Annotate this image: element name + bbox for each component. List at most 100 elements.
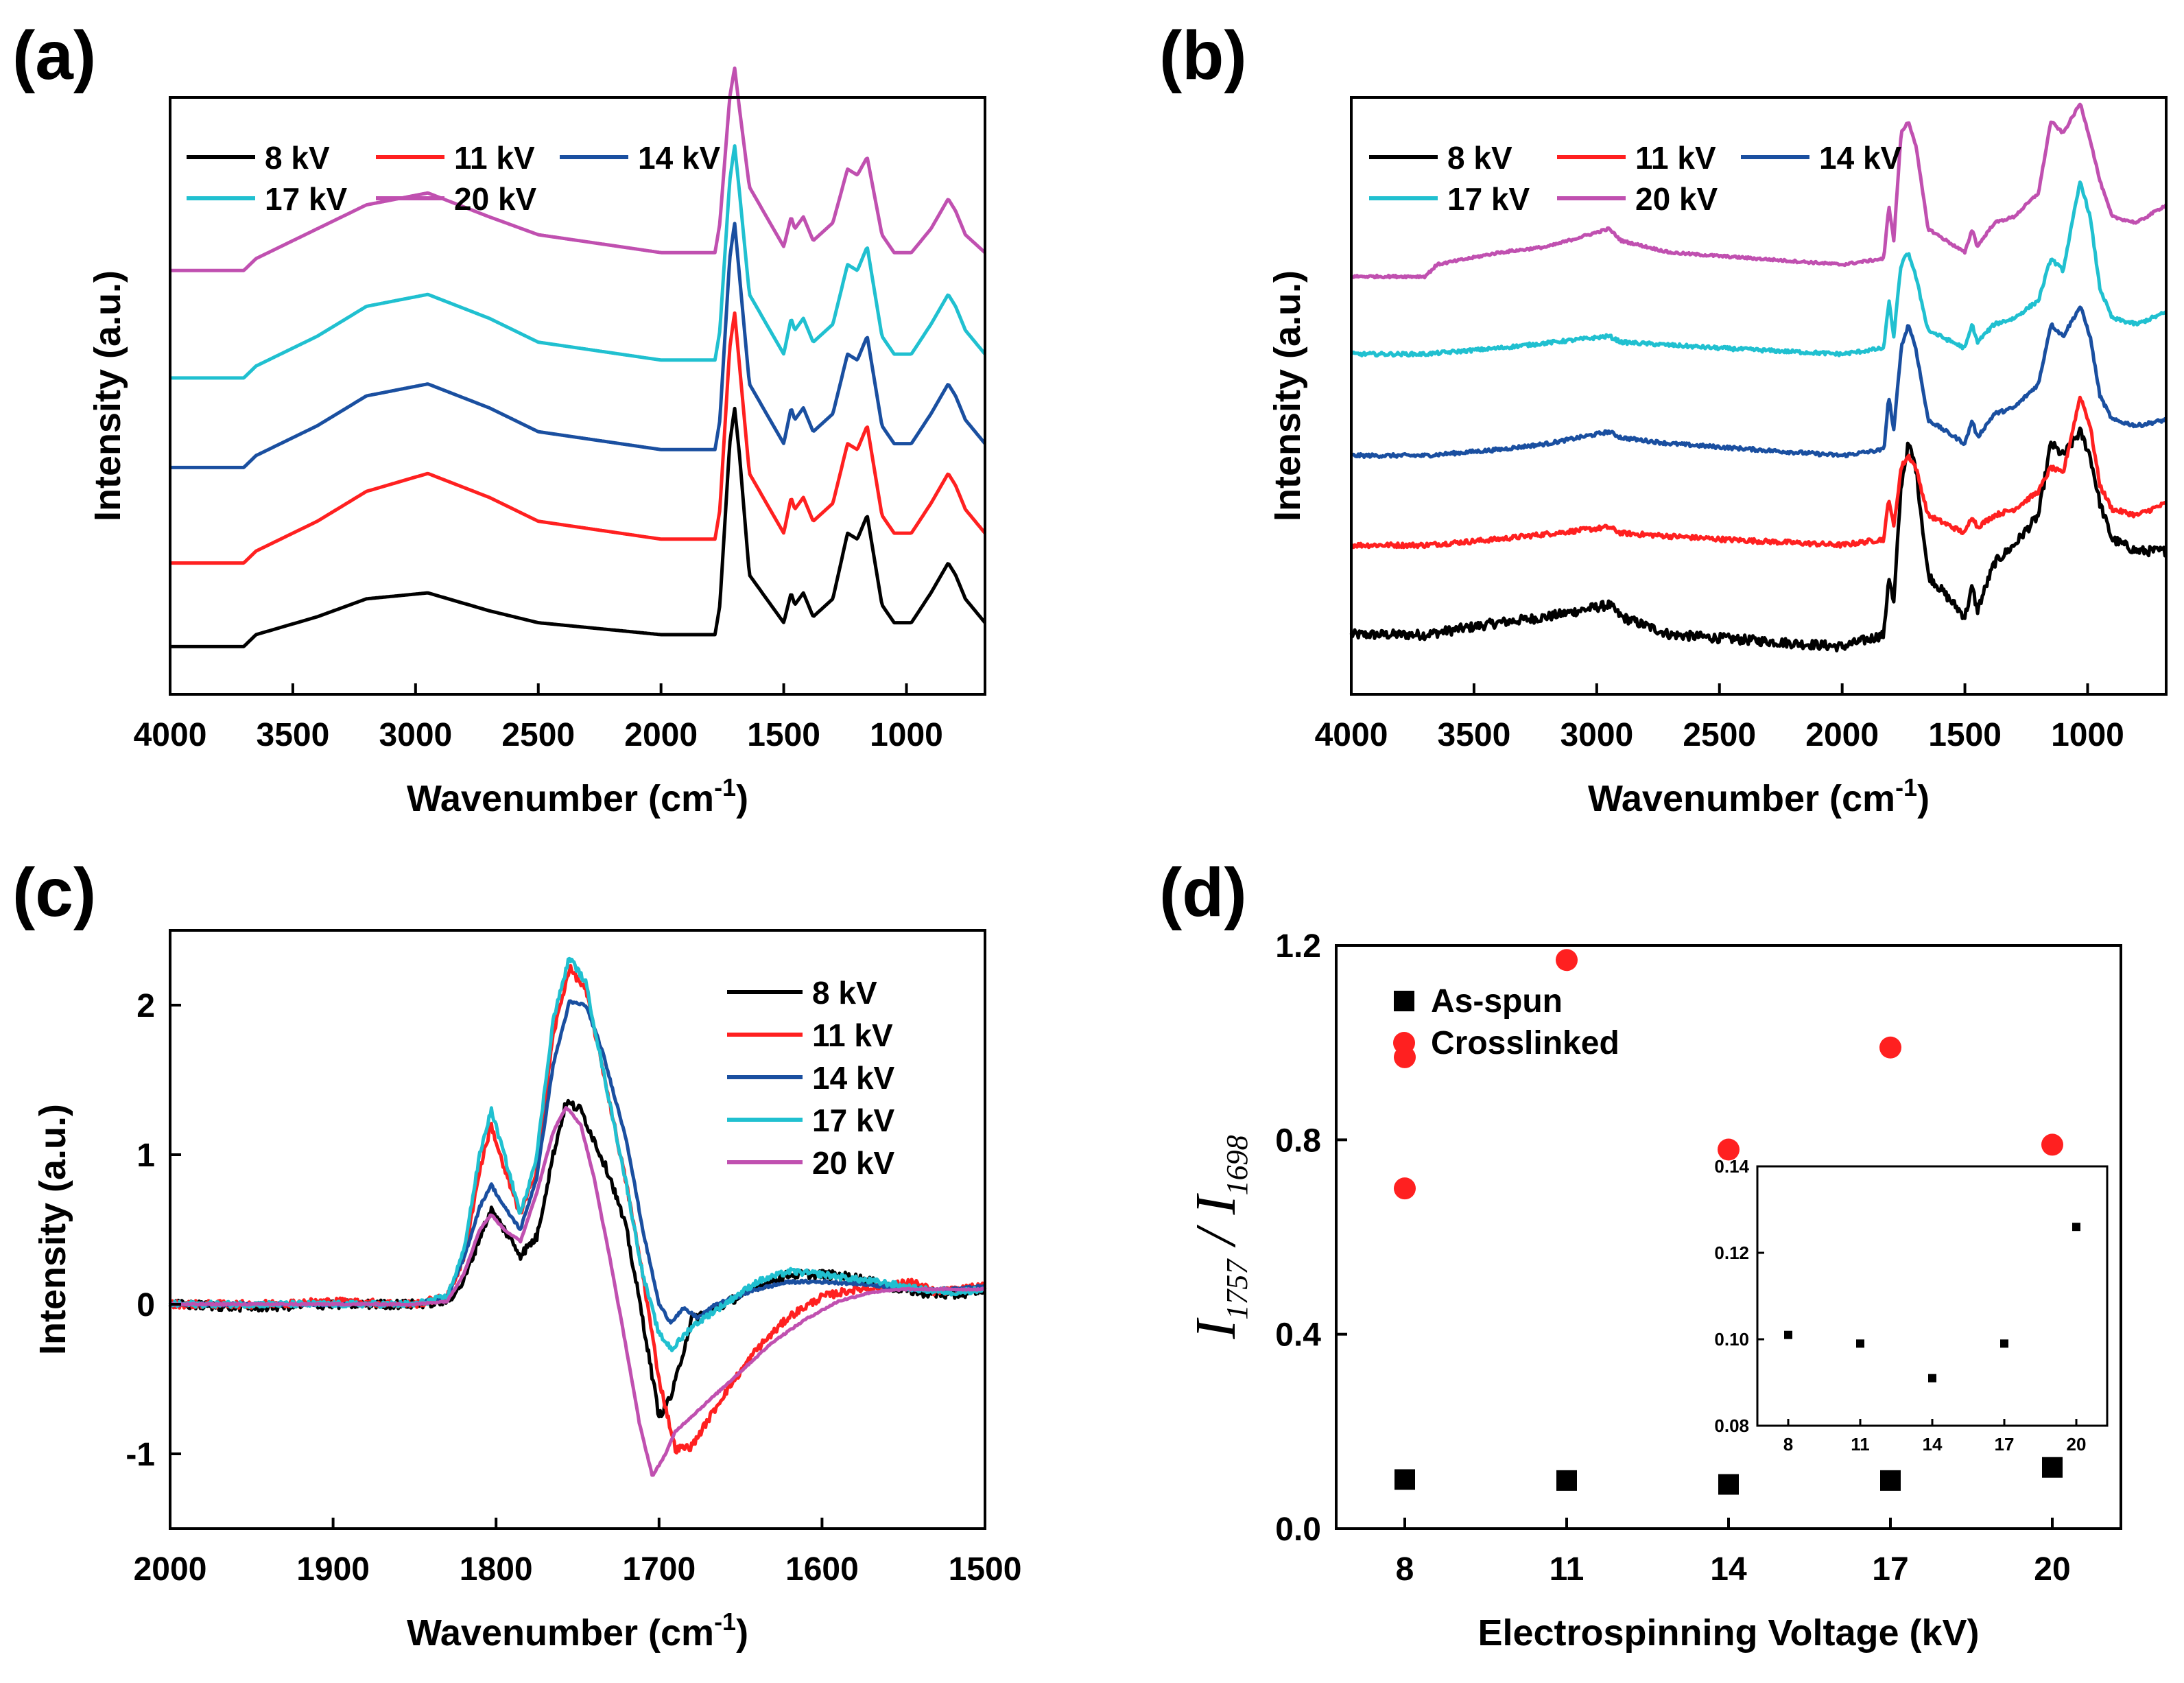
legend-marker-crosslinked: [1393, 1032, 1415, 1054]
inset-y-tick-label: 0.14: [1714, 1156, 1749, 1177]
data-point-crosslinked: [1879, 1036, 1901, 1059]
x-tick-label: 2000: [624, 717, 698, 753]
series-line-20kv: [169, 1106, 986, 1477]
data-point-crosslinked: [2041, 1133, 2063, 1156]
x-tick-label: 1000: [870, 717, 943, 753]
legend-label: Crosslinked: [1431, 1025, 1619, 1061]
legend-label: 14 kV: [1819, 140, 1902, 176]
inset-y-tick-label: 0.12: [1714, 1243, 1749, 1263]
legend-label: 17 kV: [265, 181, 348, 217]
legend-label: 14 kV: [812, 1060, 895, 1096]
legend-label: 20 kV: [454, 181, 537, 217]
x-tick-label: 2000: [134, 1551, 207, 1588]
x-axis-label: Wavenumber (cm-1): [407, 773, 748, 819]
inset-data-point: [2072, 1223, 2080, 1232]
y-axis-label: I1757 / I1698: [1184, 1135, 1254, 1339]
x-tick-label: 1700: [622, 1551, 696, 1588]
y-axis-label: Intensity (a.u.): [87, 270, 128, 521]
data-point-crosslinked: [1718, 1138, 1740, 1161]
legend-label: 8 kV: [265, 140, 330, 176]
series-group: [169, 66, 986, 648]
inset-x-tick-label: 17: [1995, 1434, 2015, 1455]
x-tick-label: 2000: [1805, 717, 1879, 753]
y-tick-label: 0.4: [1275, 1317, 1321, 1354]
series-line-20kv: [169, 66, 986, 272]
series-line-11kv: [169, 311, 986, 565]
series-line-8kv: [169, 406, 986, 648]
panel-d: 8 11 14 17 20 0.0 0.4 0.8 1.2 Electrospinning Vol…: [1159, 854, 2122, 1653]
x-tick-label: 1000: [2051, 717, 2124, 753]
x-tick-label: 3500: [257, 717, 330, 753]
x-axis-label: Electrospinning Voltage (kV): [1477, 1612, 1979, 1653]
legend-label: 17 kV: [812, 1103, 895, 1138]
series-line-17kv: [1350, 180, 2168, 358]
inset-frame: [1756, 1165, 2109, 1427]
series-line-14kv: [169, 222, 986, 469]
legend-label: 8 kV: [1447, 140, 1512, 176]
legend-label: 11 kV: [454, 140, 535, 176]
legend-label: 11 kV: [812, 1017, 893, 1053]
data-point-crosslinked: [1394, 1177, 1416, 1200]
series-group: [1349, 102, 2168, 652]
y-tick-label: 0.0: [1275, 1511, 1321, 1548]
y-tick-label: 0.8: [1275, 1122, 1321, 1159]
x-tick-label: 14: [1710, 1551, 1747, 1588]
legend-label: 17 kV: [1447, 181, 1530, 217]
y-tick-label: 0: [136, 1287, 155, 1323]
series-group: [168, 956, 987, 1477]
plot-frame: [169, 96, 986, 696]
legend: 8 kV 11 kV 14 kV 17 kV 20 kV: [187, 140, 721, 217]
y-tick-label: 2: [136, 988, 155, 1024]
inset-x-tick-label: 14: [1923, 1434, 1943, 1455]
series-line-20kv: [1350, 102, 2168, 280]
x-tick-label: 2500: [1683, 717, 1756, 753]
x-tick-label: 1800: [460, 1551, 533, 1588]
x-tick-label: 3500: [1438, 717, 1511, 753]
y-axis-label: Intensity (a.u.): [32, 1104, 73, 1355]
legend: 8 kV 11 kV 14 kV 17 kV 20 kV: [1369, 140, 1902, 217]
y-axis-label: Intensity (a.u.): [1267, 270, 1308, 521]
inset-data-point: [1928, 1374, 1936, 1382]
x-tick-label: 1500: [1928, 717, 2002, 753]
y-tick-label: -1: [126, 1437, 155, 1473]
data-point-crosslinked: [1556, 949, 1578, 972]
legend-label: As-spun: [1431, 983, 1563, 1020]
x-tick-label: 20: [2034, 1551, 2070, 1588]
panel-label: (c): [12, 854, 96, 931]
x-tick-label: 1900: [296, 1551, 370, 1588]
panel-label: (d): [1159, 854, 1247, 931]
series-line-11kv: [1351, 395, 2168, 550]
x-tick-label: 17: [1872, 1551, 1908, 1588]
panel-b: 4000 3500 3000 2500 2000 1500 1000 Wavenumber (…: [1159, 17, 2168, 819]
data-point-as-spun: [1718, 1474, 1739, 1495]
y-tick-label: 1: [136, 1138, 155, 1174]
inset-data-point: [1856, 1339, 1864, 1348]
panel-a: 4000 3500 3000 2500 2000 1500 1000 Wavenumber (…: [12, 17, 986, 819]
legend: 8 kV 11 kV 14 kV 17 kV 20 kV: [727, 975, 895, 1181]
legend-label: 20 kV: [812, 1145, 895, 1181]
panel-c: 2000 1900 1800 1700 1600 1500 -1 0 1 2 Wavenumber …: [12, 854, 1021, 1653]
panel-label: (b): [1159, 17, 1247, 94]
legend: As-spun Crosslinked: [1393, 983, 1619, 1061]
data-point-as-spun: [1556, 1470, 1577, 1491]
data-point-as-spun: [2042, 1457, 2063, 1478]
legend-label: 11 kV: [1635, 140, 1716, 176]
panel-label: (a): [12, 17, 96, 94]
x-tick-label: 11: [1550, 1551, 1584, 1588]
plot-frame: [169, 929, 986, 1530]
inset-x-tick-label: 11: [1851, 1434, 1870, 1455]
series-line-17kv: [169, 144, 986, 380]
x-tick-label: 4000: [1315, 717, 1388, 753]
inset-y-tick-label: 0.08: [1714, 1415, 1749, 1436]
x-tick-label: 1500: [949, 1551, 1022, 1588]
inset-x-tick-label: 8: [1783, 1434, 1793, 1455]
x-tick-label: 3000: [1560, 717, 1633, 753]
x-axis-label: Wavenumber (cm-1): [1588, 773, 1930, 819]
x-tick-label: 3000: [379, 717, 452, 753]
x-tick-label: 8: [1396, 1551, 1414, 1588]
x-tick-label: 4000: [134, 717, 207, 753]
series-line-14kv: [1351, 305, 2168, 459]
inset-data-point: [2000, 1339, 2008, 1348]
data-point-as-spun: [1394, 1469, 1415, 1490]
